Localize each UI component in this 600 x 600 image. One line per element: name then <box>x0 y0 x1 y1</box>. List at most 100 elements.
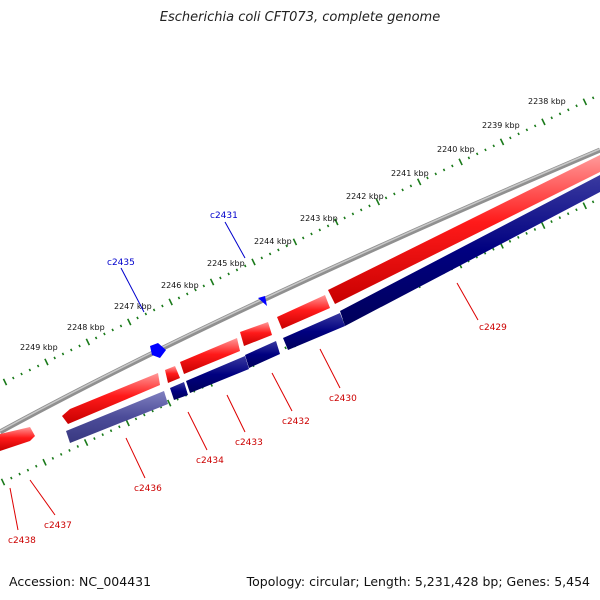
inner-ring-tick <box>42 458 47 466</box>
outer-ring-tick <box>251 258 256 266</box>
outer-ring-tick <box>525 128 529 132</box>
outer-ring-tick <box>144 312 148 316</box>
outer-ring-tick <box>235 268 239 272</box>
inner-ring-tick <box>517 235 520 239</box>
outer-ring-tick <box>177 296 181 300</box>
kbp-label: 2242 kbp <box>346 192 384 201</box>
inner-ring-tick <box>284 346 287 350</box>
inner-ring-tick <box>18 472 21 476</box>
outer-ring-tick <box>384 196 388 200</box>
leader-c2432 <box>271 372 293 412</box>
genome-backbone-highlight <box>0 148 600 432</box>
gene-c2433-body[interactable] <box>186 356 249 393</box>
outer-ring-tick <box>292 238 298 246</box>
gene-c2436-body[interactable] <box>66 391 168 443</box>
outer-ring-tick <box>70 348 73 352</box>
outer-ring-tick <box>458 158 463 166</box>
outer-ring-tick <box>533 124 537 128</box>
inner-ring-tick <box>166 399 172 407</box>
leader-c2438 <box>9 487 19 531</box>
outer-ring-tick <box>359 208 363 212</box>
inner-ring-tick <box>143 413 146 417</box>
outer-ring-tick <box>541 118 546 126</box>
kbp-label: 2238 kbp <box>528 97 566 106</box>
outer-ring-tick <box>260 256 264 260</box>
outer-ring-tick <box>318 228 322 232</box>
outer-ring-tick <box>186 292 189 296</box>
gene-c2434-fwd[interactable] <box>165 366 180 383</box>
gene-c2434-body[interactable] <box>170 382 188 400</box>
kbp-label: 2243 kbp <box>300 214 338 223</box>
marker-c2435[interactable] <box>150 343 166 358</box>
gene-c2430-fwd[interactable] <box>277 295 330 329</box>
map-title: Escherichia coli CFT073, complete genome <box>159 10 441 25</box>
outer-ring-tick <box>152 308 156 312</box>
inner-ring-tick <box>508 239 512 243</box>
inner-ring-tick <box>134 417 138 421</box>
inner-ring-tick <box>76 445 80 448</box>
gene-c2432-body[interactable] <box>245 341 280 368</box>
outer-ring-tick <box>268 252 272 256</box>
outer-ring-tick <box>168 298 173 306</box>
gene-c2429-body[interactable] <box>340 175 600 326</box>
outer-ring-tick <box>591 96 595 100</box>
outer-ring-tick <box>343 216 346 220</box>
outer-tick-ring <box>2 96 595 386</box>
inner-ring-tick <box>68 449 71 452</box>
outer-ring-tick <box>85 338 91 346</box>
outer-ring-tick <box>475 152 479 156</box>
kbp-label: 2247 kbp <box>114 302 152 311</box>
inner-ring-tick <box>566 212 570 216</box>
gene-label-c2434: c2434 <box>196 456 224 466</box>
leader-c2431 <box>224 221 246 259</box>
outer-ring-tick <box>409 184 413 188</box>
outer-ring-tick <box>575 104 578 108</box>
outer-ring-tick <box>161 304 164 308</box>
marker-c2431[interactable] <box>258 296 267 306</box>
gene-c2429-fwd[interactable] <box>328 155 600 304</box>
outer-ring-tick <box>119 324 123 328</box>
outer-ring-tick <box>484 148 487 152</box>
outer-ring-tick <box>53 356 56 360</box>
outer-ring-tick <box>310 232 313 236</box>
leader-c2436 <box>125 437 146 479</box>
outer-ring-tick <box>111 328 114 332</box>
inner-ring-tick <box>59 452 63 456</box>
gene-label-c2432: c2432 <box>282 417 310 427</box>
gene-c2433-fwd[interactable] <box>180 338 240 374</box>
outer-ring-tick <box>499 138 505 146</box>
inner-ring-tick <box>109 429 113 433</box>
outer-ring-tick <box>209 278 215 286</box>
inner-ring-tick <box>35 464 38 468</box>
gene-label-c2438: c2438 <box>8 536 36 546</box>
outer-ring-tick <box>434 172 438 176</box>
outer-ring-tick <box>467 156 471 160</box>
gene-label-c2429: c2429 <box>479 323 507 333</box>
gene-label-c2433: c2433 <box>235 438 263 448</box>
inner-ring-tick <box>540 222 546 230</box>
outer-ring-tick <box>334 218 339 226</box>
kbp-label: 2245 kbp <box>207 259 245 268</box>
outer-ring-tick <box>550 116 553 120</box>
outer-ring-tick <box>451 164 454 168</box>
outer-ring-tick <box>285 244 288 248</box>
gene-c2432-fwd[interactable] <box>240 322 272 346</box>
outer-ring-tick <box>517 132 520 136</box>
gene-c2437[interactable] <box>62 373 160 424</box>
outer-ring-tick <box>582 98 588 106</box>
gene-c2430-body[interactable] <box>283 313 345 350</box>
kbp-label: 2241 kbp <box>391 169 429 178</box>
inner-ring-tick <box>26 468 30 472</box>
outer-ring-tick <box>426 176 429 180</box>
outer-ring-tick <box>12 376 15 380</box>
outer-ring-tick <box>368 204 371 208</box>
leader-c2430 <box>319 348 341 389</box>
outer-ring-tick <box>416 178 422 186</box>
gene-c2438[interactable] <box>0 427 35 451</box>
kbp-label: 2239 kbp <box>482 121 520 130</box>
outer-ring-tick <box>375 198 381 206</box>
outer-ring-tick <box>401 188 404 192</box>
outer-ring-tick <box>94 336 98 340</box>
gene-labels: c2429 c2430 c2432 c2433 c2434 c2436 c243… <box>8 211 507 546</box>
